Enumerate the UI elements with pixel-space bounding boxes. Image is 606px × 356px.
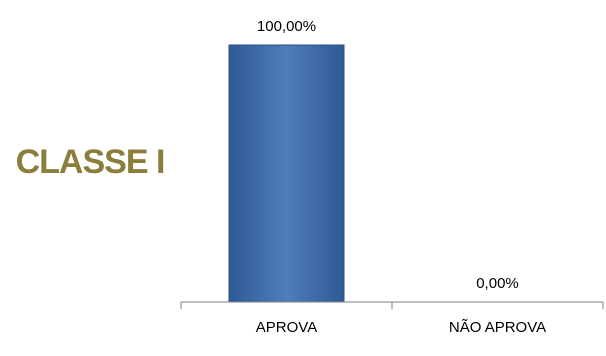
category-label-0: APROVA bbox=[256, 319, 317, 336]
labels-group: 100,00% APROVA 0,00% NÃO APROVA bbox=[256, 18, 546, 336]
bars-group bbox=[228, 44, 345, 303]
data-label-0: 100,00% bbox=[257, 18, 316, 35]
category-label-1: NÃO APROVA bbox=[449, 319, 546, 336]
data-label-1: 0,00% bbox=[476, 275, 519, 292]
x-axis bbox=[180, 301, 604, 309]
bar-0 bbox=[228, 44, 345, 303]
class-label: CLASSE I bbox=[15, 143, 166, 181]
